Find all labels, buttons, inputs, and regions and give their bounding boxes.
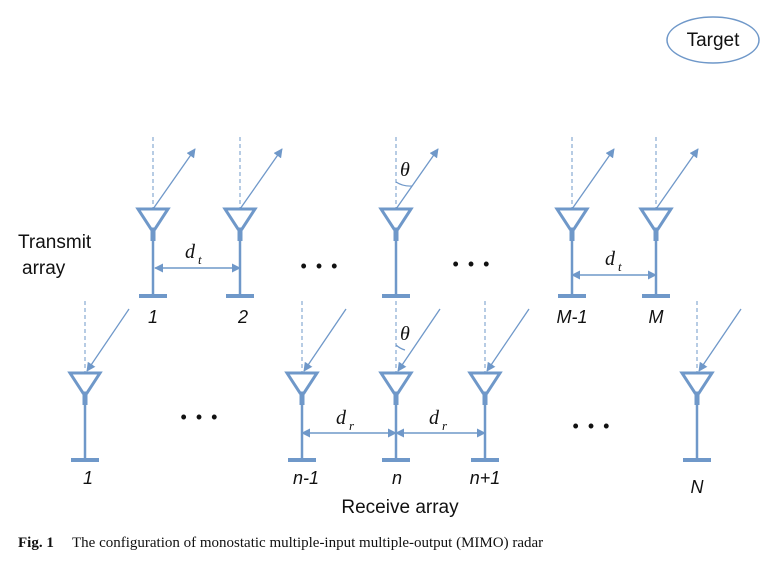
receive-antennas: 1 n-1 n n+1 N (67, 301, 742, 497)
receive-theta: θ (400, 323, 410, 345)
tx-antenna-5-wave-arrow (655, 148, 699, 210)
transmit-angle-arc (395, 181, 413, 187)
tx-antenna-1: 1 (135, 137, 196, 327)
tx-antenna-5-index: M (649, 307, 664, 327)
rx-antenna-2-index: n-1 (293, 468, 319, 488)
caption-prefix: Fig. 1 (18, 535, 54, 551)
tx-antenna-4: M-1 (554, 137, 615, 327)
tx-antenna-2-index: 2 (237, 307, 248, 327)
dr-symbol-right: d (429, 407, 440, 429)
caption-text: The configuration of monostatic multiple… (72, 535, 543, 551)
tx-antenna-3-horn (378, 207, 414, 231)
target-label: Target (687, 30, 741, 51)
rx-antenna-3-wave-arrow (397, 308, 441, 372)
rx-antenna-5-wave-arrow (698, 308, 742, 372)
rx-antenna-5: N (679, 301, 742, 497)
rx-antenna-4: n+1 (467, 301, 530, 488)
tx-antenna-2-wave-arrow (239, 148, 283, 210)
transmit-ellipsis-right: • • • (453, 254, 492, 274)
target-ellipse (666, 16, 760, 64)
rx-antenna-5-index: N (691, 477, 705, 497)
tx-antenna-5-horn (638, 207, 674, 231)
tx-antenna-4-index: M-1 (557, 307, 588, 327)
transmit-spacing-left: d t (154, 241, 241, 273)
dr-subscript-right: r (442, 418, 448, 433)
receive-ellipsis-left: • • • (181, 407, 220, 427)
rx-antenna-1-horn (67, 371, 103, 395)
figure-caption: Fig. 1 The configuration of monostatic m… (18, 535, 543, 551)
receive-label: Receive array (341, 497, 459, 518)
rx-antenna-2: n-1 (284, 301, 347, 488)
dt-subscript-left: t (198, 252, 202, 267)
transmit-theta: θ (400, 159, 410, 181)
rx-antenna-4-wave-arrow (486, 308, 530, 372)
dt-subscript-right: t (618, 259, 622, 274)
rx-antenna-3: n (378, 301, 441, 488)
tx-antenna-4-horn (554, 207, 590, 231)
transmit-antennas: 1 2 M-1 M (135, 137, 699, 327)
tx-antenna-3 (378, 137, 439, 298)
transmit-ellipsis-left: • • • (301, 256, 340, 276)
tx-antenna-3-wave-arrow (395, 148, 439, 210)
rx-antenna-5-horn (679, 371, 715, 395)
tx-antenna-4-wave-arrow (571, 148, 615, 210)
rx-antenna-3-horn (378, 371, 414, 395)
dt-symbol-right: d (605, 248, 616, 270)
transmit-label-line2: array (22, 258, 66, 279)
receive-ellipsis-right: • • • (573, 416, 612, 436)
rx-antenna-1-wave-arrow (86, 308, 130, 372)
receive-angle-arc (395, 344, 406, 351)
rx-antenna-1-index: 1 (83, 468, 93, 488)
rx-antenna-4-index: n+1 (470, 468, 501, 488)
target: Target (666, 16, 760, 64)
dt-symbol-left: d (185, 241, 196, 263)
tx-antenna-2-horn (222, 207, 258, 231)
dr-symbol-left: d (336, 407, 347, 429)
tx-antenna-2: 2 (222, 137, 283, 327)
tx-antenna-1-index: 1 (148, 307, 158, 327)
transmit-label-line1: Transmit (18, 232, 92, 253)
dr-subscript-left: r (349, 418, 355, 433)
rx-antenna-2-horn (284, 371, 320, 395)
rx-antenna-4-horn (467, 371, 503, 395)
rx-antenna-1: 1 (67, 301, 130, 488)
tx-antenna-1-horn (135, 207, 171, 231)
tx-antenna-1-wave-arrow (152, 148, 196, 210)
rx-antenna-3-index: n (392, 468, 402, 488)
rx-antenna-2-wave-arrow (303, 308, 347, 372)
transmit-spacing-right: d t (571, 248, 657, 280)
tx-antenna-5: M (638, 137, 699, 327)
receive-spacing-right: d r (395, 407, 486, 438)
receive-spacing-left: d r (301, 407, 397, 438)
